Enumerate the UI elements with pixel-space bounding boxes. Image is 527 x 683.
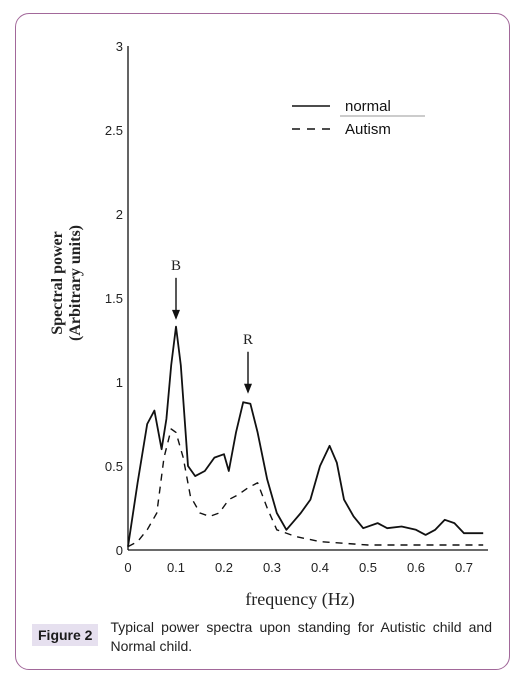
y-tick-label: 1 (116, 375, 123, 390)
annotation-label: R (243, 332, 253, 348)
y-tick-label: 0 (116, 543, 123, 558)
series-line-autism (127, 428, 484, 548)
y-axis-units-label: (Arbitrary units) (67, 225, 84, 341)
figure-label: Figure 2 (32, 624, 99, 646)
y-tick-label: 3 (116, 39, 123, 54)
x-axis-label: frequency (Hz) (245, 589, 354, 610)
chart-annotations: BR (171, 258, 253, 394)
figure-frame (15, 13, 510, 670)
chart-axes (127, 46, 488, 551)
x-tick-label: 0.6 (407, 560, 425, 575)
chart-series (127, 325, 484, 548)
spectral-power-chart: 0 0.1 0.2 0.3 0.4 0.5 0.6 0.700.511.522.53 BR n… (49, 39, 488, 610)
legend-label-autism: Autism (345, 121, 391, 138)
legend-label-normal: normal (345, 98, 391, 115)
x-tick-label: 0.3 (263, 560, 281, 575)
x-tick-label: 0 (124, 560, 131, 575)
x-tick-label: 0.4 (311, 560, 329, 575)
x-tick-label: 0.7 (455, 560, 473, 575)
x-tick-label: 0.2 (215, 560, 233, 575)
series-line-normal (127, 325, 484, 547)
annotation-arrowhead (244, 383, 252, 394)
chart-legend: normal Autism (292, 98, 425, 138)
x-tick-label: 0.1 (167, 560, 185, 575)
y-axis-label: Spectral power (49, 231, 66, 335)
y-tick-label: 1.5 (105, 291, 123, 306)
chart-ticks: 0 0.1 0.2 0.3 0.4 0.5 0.6 0.7 0 0.5 1 1.5 2 2.5 3 (105, 39, 473, 575)
figure-caption: Figure 2 Typical power spectra upon stan… (32, 618, 492, 656)
y-tick-label: 2 (116, 207, 123, 222)
annotation-label: B (171, 258, 181, 274)
x-tick-label: 0.5 (359, 560, 377, 575)
y-tick-label: 2.5 (105, 123, 123, 138)
annotation-arrowhead (172, 309, 180, 320)
y-tick-label: 0.5 (105, 459, 123, 474)
caption-text: Typical power spectra upon standing for … (110, 619, 492, 654)
